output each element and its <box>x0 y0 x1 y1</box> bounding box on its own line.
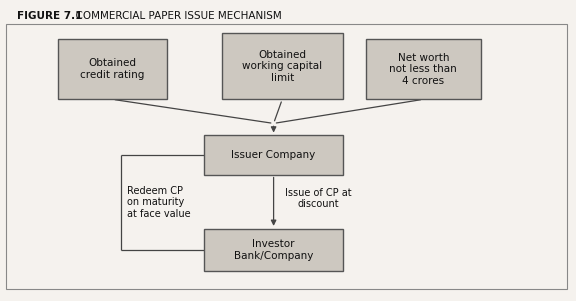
Text: COMMERCIAL PAPER ISSUE MECHANISM: COMMERCIAL PAPER ISSUE MECHANISM <box>69 11 282 20</box>
Bar <box>222 33 343 99</box>
Text: Redeem CP
on maturity
at face value: Redeem CP on maturity at face value <box>127 186 190 219</box>
Bar <box>204 135 343 175</box>
Text: Net worth
not less than
4 crores: Net worth not less than 4 crores <box>389 53 457 86</box>
Bar <box>58 39 167 99</box>
Text: Obtained
credit rating: Obtained credit rating <box>80 58 145 80</box>
Text: Issue of CP at
discount: Issue of CP at discount <box>285 188 352 209</box>
Text: Issuer Company: Issuer Company <box>232 150 316 160</box>
Bar <box>366 39 481 99</box>
Bar <box>204 229 343 271</box>
Text: FIGURE 7.1: FIGURE 7.1 <box>17 11 82 20</box>
Text: Investor
Bank/Company: Investor Bank/Company <box>234 239 313 261</box>
Bar <box>6 24 567 289</box>
Text: Obtained
working capital
limit: Obtained working capital limit <box>242 50 323 83</box>
